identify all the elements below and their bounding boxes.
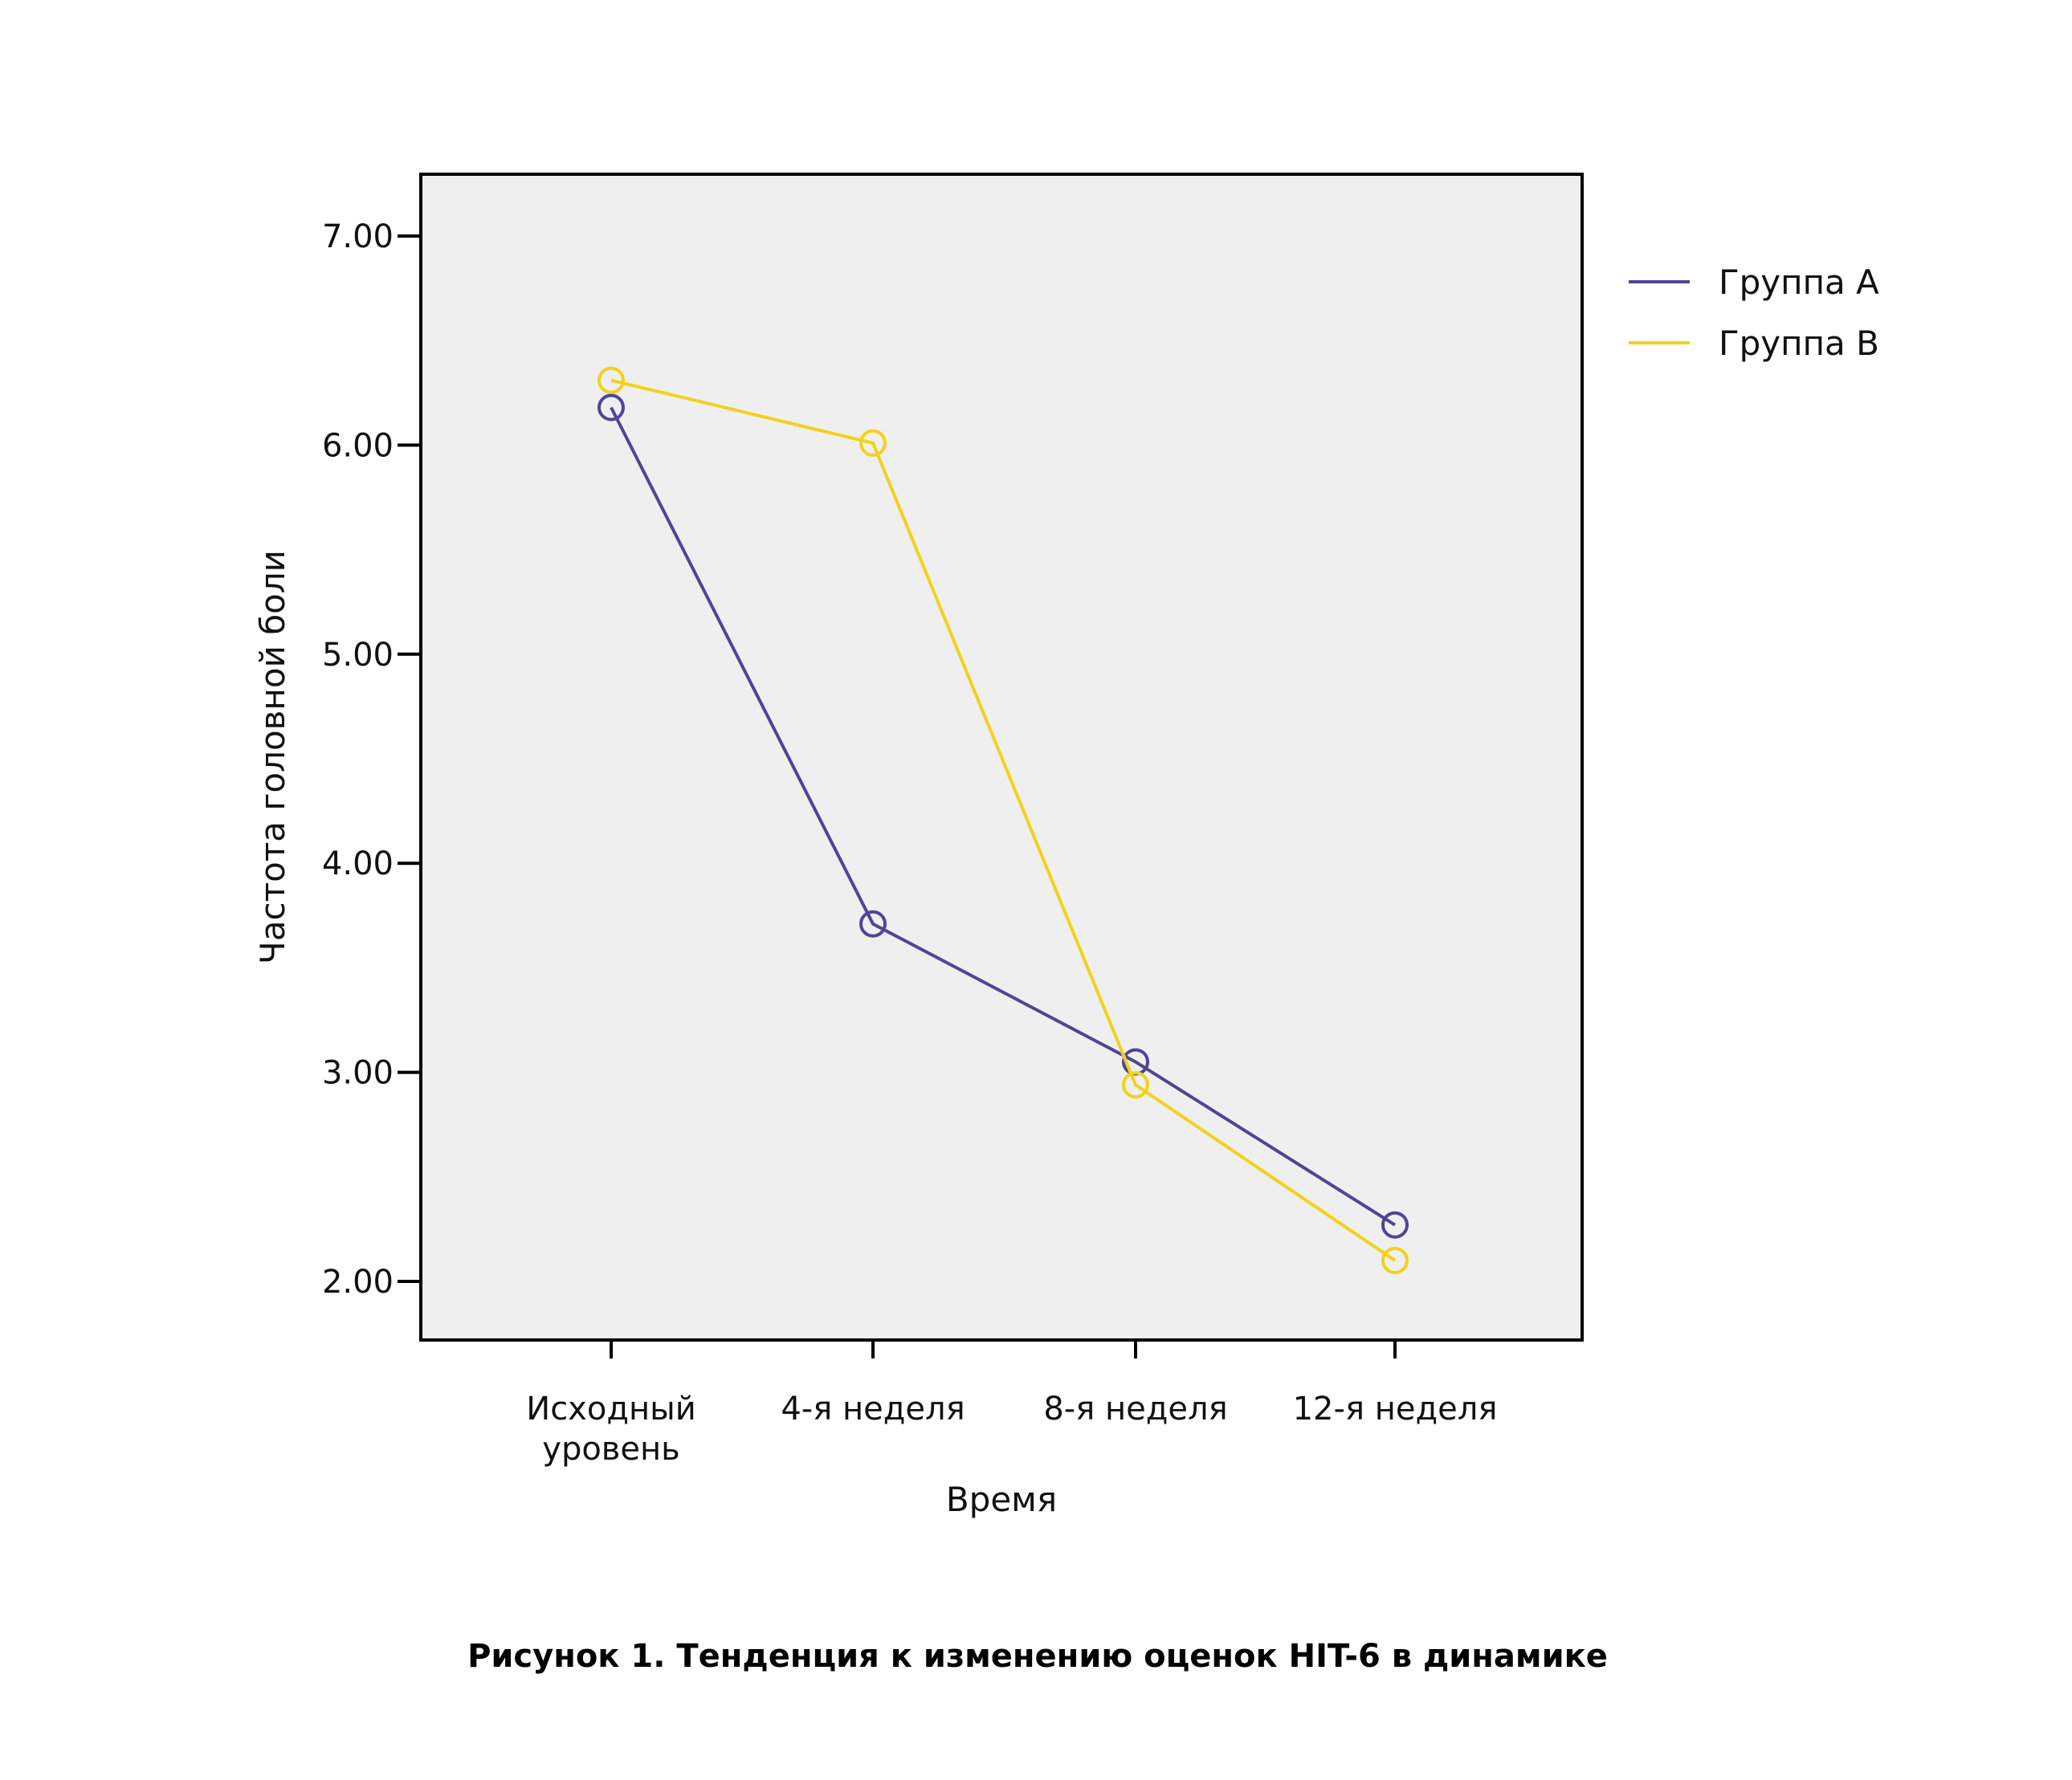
series-a	[598, 393, 1409, 1239]
x-tick-label: 4-я неделя	[781, 1391, 965, 1428]
data-point	[598, 366, 625, 394]
y-tick-label: 4.00	[322, 845, 394, 882]
data-point	[1381, 1211, 1409, 1239]
figure-caption: Рисунок 1. Тенденция к изменению оценок …	[467, 1638, 1608, 1675]
data-point	[1122, 1071, 1149, 1099]
x-tick-label: Исходный	[526, 1391, 695, 1428]
y-tick-label: 2.00	[322, 1264, 394, 1301]
legend-label: Группа В	[1719, 324, 1879, 363]
legend-label: Группа А	[1719, 263, 1879, 302]
series-layer	[598, 366, 1409, 1274]
y-tick-label: 6.00	[322, 427, 394, 464]
x-tick-label: 8-я неделя	[1043, 1391, 1227, 1428]
data-point	[859, 429, 887, 457]
series-b	[598, 366, 1409, 1274]
series-line	[610, 378, 1397, 1262]
y-axis-label: Частота головной боли	[253, 550, 292, 964]
data-point	[598, 393, 625, 422]
x-axis-label: Время	[946, 1480, 1057, 1519]
data-point	[1381, 1246, 1409, 1274]
y-tick-label: 3.00	[322, 1055, 394, 1092]
y-tick-label: 7.00	[322, 218, 394, 255]
data-point	[859, 910, 887, 938]
x-tick-label: уровень	[542, 1431, 679, 1468]
x-tick-label: 12-я неделя	[1293, 1391, 1498, 1428]
series-line	[610, 406, 1397, 1227]
y-tick-label: 5.00	[322, 637, 394, 674]
legend: Группа А Группа В	[1629, 263, 1879, 363]
y-axis: 2.00 3.00 4.00 5.00 6.00 7.00	[322, 218, 421, 1301]
